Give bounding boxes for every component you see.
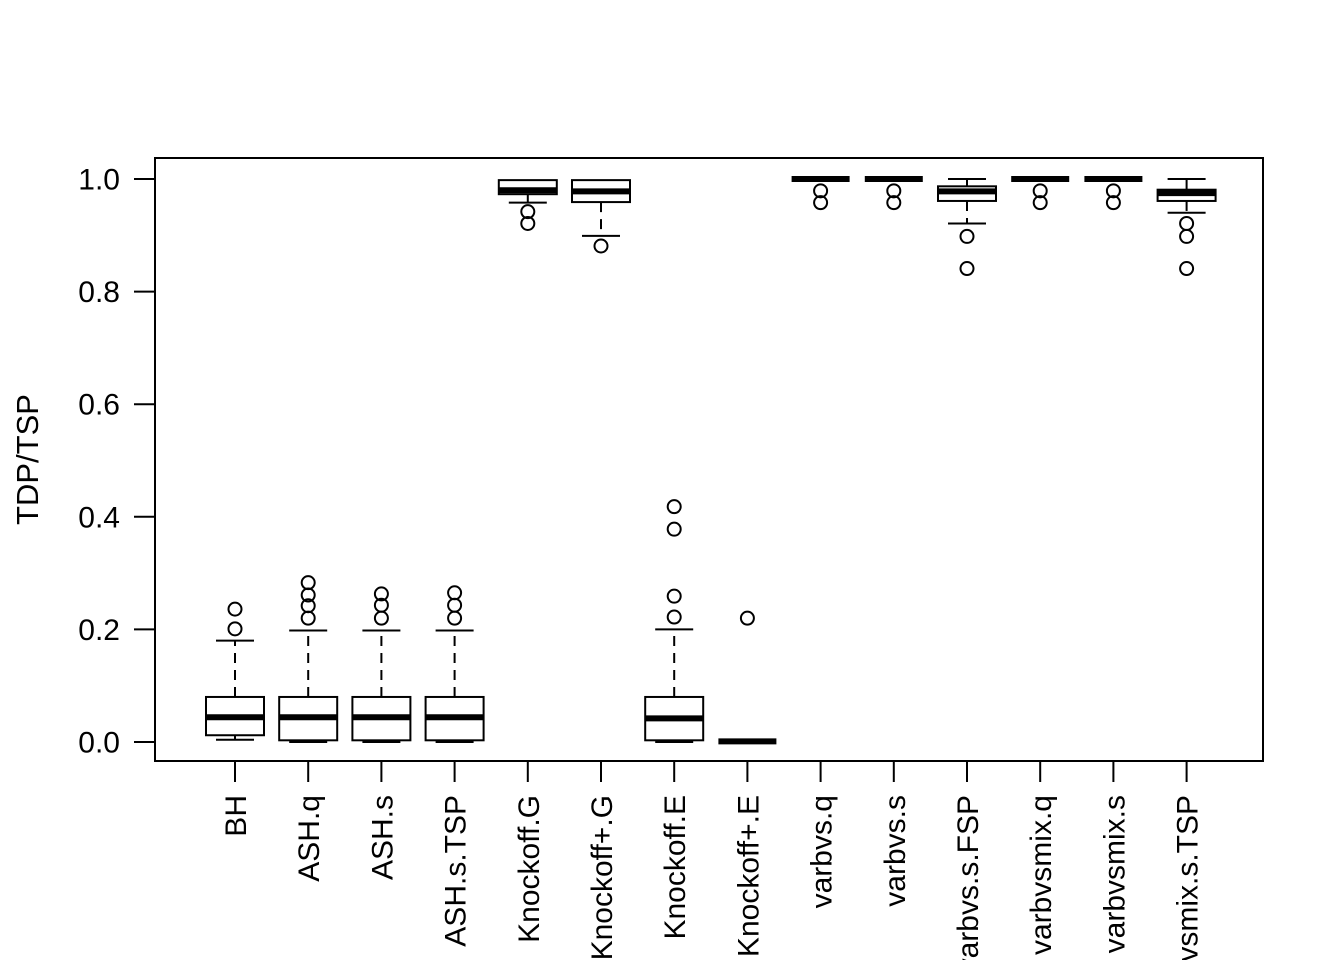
x-tick-label: varbvsmix.s [1098, 795, 1131, 953]
boxplot-group-varbvs.s [864, 176, 923, 211]
x-axis: BH ASH.q ASH.s ASH.s.TSP Knockoff.G Knockoff+… [220, 761, 1205, 960]
x-tick-label: Knockoff.G [513, 795, 546, 943]
outlier-point [1105, 195, 1121, 211]
outlier-point [227, 621, 243, 637]
outlier-point [227, 601, 243, 617]
outlier-point [1032, 195, 1048, 211]
y-tick-label: 0.0 [78, 727, 120, 760]
x-tick-label: Knockoff.E [659, 795, 692, 940]
boxplot-group-ASH.s.TSP [424, 585, 485, 743]
x-tick-label: varbvs.s.FSP [952, 795, 985, 960]
y-tick-label: 0.2 [78, 614, 120, 647]
outlier-point [813, 183, 829, 199]
outlier-point [886, 183, 902, 199]
x-tick-label: ASH.q [293, 795, 326, 882]
y-tick-label: 1.0 [78, 164, 120, 197]
outlier-point [520, 204, 536, 220]
outlier-point [959, 261, 975, 277]
boxplot-group-ASH.s [351, 586, 412, 743]
outlier-point [666, 609, 682, 625]
boxplot-group-ASH.q [278, 575, 339, 743]
boxplot-group-varbvsmix.q [1011, 176, 1070, 211]
x-tick-label: BH [220, 795, 253, 837]
outlier-point [666, 588, 682, 604]
boxplot-group-Knockoff.E [644, 499, 705, 743]
outlier-point [300, 575, 316, 591]
boxplot-group-varbvs.q [791, 176, 850, 211]
outlier-point [300, 598, 316, 614]
x-tick-label: varbvsmix.q [1025, 795, 1058, 955]
boxplot-group-Knockoff+.G [571, 179, 631, 254]
y-tick-label: 0.8 [78, 276, 120, 309]
outlier-point [666, 499, 682, 515]
outlier-point [666, 521, 682, 537]
boxplot-group-Knockoff.G [497, 179, 558, 231]
boxplot-group-varbvsmix.s.TSP [1156, 178, 1217, 277]
outlier-point [373, 597, 389, 613]
boxplot-group-BH [205, 601, 265, 741]
boxplot-group-varbvsmix.s [1084, 176, 1143, 211]
x-tick-label: varbvs.s [879, 795, 912, 907]
outlier-point [1105, 183, 1121, 199]
y-tick-label: 0.4 [78, 501, 120, 534]
outlier-point [813, 195, 829, 211]
outlier-point [886, 195, 902, 211]
outlier-point [1179, 261, 1195, 277]
outlier-point [593, 238, 609, 254]
outlier-point [373, 586, 389, 602]
outlier-point [1179, 228, 1195, 244]
outlier-point [739, 610, 755, 626]
x-tick-label: ASH.s [366, 795, 399, 880]
x-tick-label: ASH.s.TSP [440, 795, 473, 947]
outlier-point [959, 228, 975, 244]
boxplot-group-Knockoff+.E [718, 610, 777, 745]
plot-frame [154, 157, 1264, 762]
x-tick-label: Knockoff+.G [586, 795, 619, 960]
x-tick-label: varbvs.q [806, 795, 839, 908]
y-axis-title: TDP/TSP [10, 394, 45, 525]
x-tick-label: Knockoff+.E [732, 795, 765, 957]
boxplot-group-varbvs.s.FSP [937, 178, 997, 277]
outlier-point [1032, 183, 1048, 199]
y-tick-label: 0.6 [78, 389, 120, 422]
x-tick-label: varbvsmix.s.TSP [1172, 795, 1205, 960]
y-axis: 0.0 0.2 0.4 0.6 0.8 1.0 [78, 164, 155, 760]
outlier-point [520, 215, 536, 231]
outlier-point [447, 585, 463, 601]
